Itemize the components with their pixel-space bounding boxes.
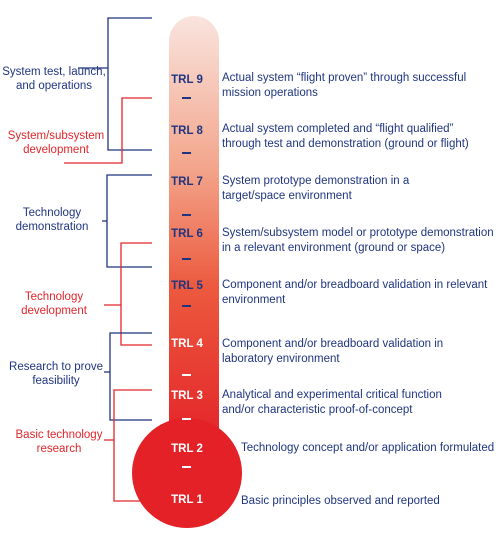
stage-label-system-test: System test, launch, and operations xyxy=(2,66,106,92)
trl-7-description: System prototype demonstration in a targ… xyxy=(222,175,410,202)
trl-4-label: TRL 4 xyxy=(171,338,203,350)
thermometer-bulb xyxy=(132,418,242,528)
trl-6-tick xyxy=(182,258,191,260)
stage-bracket-technology-development xyxy=(104,242,152,346)
trl-7-tick xyxy=(182,214,191,216)
stage-bracket-system-development xyxy=(64,97,152,164)
trl-8-label: TRL 8 xyxy=(171,125,203,137)
stage-bracket-technology-demonstration xyxy=(102,174,152,268)
trl-1-label: TRL 1 xyxy=(171,494,203,506)
stage-bracket-research-feasibility xyxy=(104,332,152,421)
trl-3-tick xyxy=(182,418,191,420)
stage-label-system-development: System/subsystem development xyxy=(7,130,105,156)
stage-label-research-feasibility: Research to prove feasibility xyxy=(9,361,103,387)
trl-6-label: TRL 6 xyxy=(171,228,203,240)
stage-label-technology-demonstration: Technology demonstration xyxy=(15,207,89,233)
stage-bracket-system-test xyxy=(78,17,152,151)
trl-1-description: Basic principles observed and reported xyxy=(241,495,440,507)
trl-3-description: Analytical and experimental critical fun… xyxy=(222,389,442,416)
trl-5-tick xyxy=(182,305,191,307)
trl-2-description: Technology concept and/or application fo… xyxy=(241,442,495,454)
trl-5-description: Component and/or breadboard validation i… xyxy=(222,279,488,306)
trl-6-description: System/subsystem model or prototype demo… xyxy=(222,227,494,254)
trl-8-description: Actual system completed and “flight qual… xyxy=(222,123,469,150)
trl-5-label: TRL 5 xyxy=(171,280,203,292)
trl-8-tick xyxy=(182,152,191,154)
trl-2-tick xyxy=(182,466,191,468)
trl-9-description: Actual system “flight proven” through su… xyxy=(222,72,467,99)
thermometer-tube xyxy=(169,16,219,452)
trl-4-tick xyxy=(182,374,191,376)
stage-bracket-basic-research xyxy=(104,389,152,502)
trl-7-label: TRL 7 xyxy=(171,176,203,188)
trl-3-label: TRL 3 xyxy=(171,390,203,402)
trl-2-label: TRL 2 xyxy=(171,443,203,455)
stage-label-basic-research: Basic technology research xyxy=(15,429,103,455)
stage-label-technology-development: Technology development xyxy=(21,291,87,317)
trl-9-label: TRL 9 xyxy=(171,74,203,86)
trl-9-tick xyxy=(182,97,191,99)
trl-4-description: Component and/or breadboard validation i… xyxy=(222,338,444,365)
